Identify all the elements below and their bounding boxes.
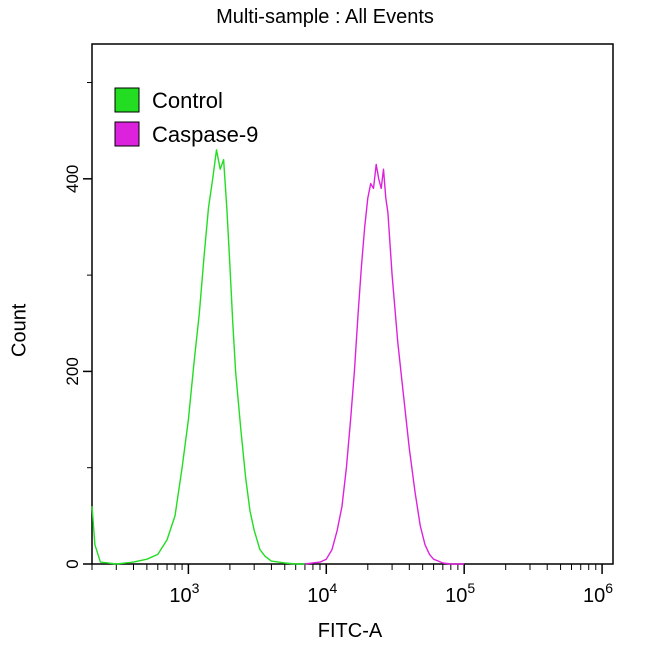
x-tick-label-1: 104 (307, 580, 337, 607)
x-tick-label-0: 103 (169, 580, 199, 607)
series-line-caspase-9 (304, 163, 465, 565)
legend-swatch-control (114, 87, 140, 113)
legend-swatch-caspase-9 (114, 121, 140, 147)
legend-label-control: Control (152, 88, 223, 113)
x-axis-label: FITC-A (317, 620, 383, 642)
plot-frame (91, 43, 614, 565)
legend-label-caspase-9: Caspase-9 (152, 122, 258, 147)
chart-title: Multi-sample : All Events (216, 6, 434, 28)
x-tick-label-3: 106 (583, 580, 613, 607)
y-tick-label-2: 400 (63, 165, 82, 193)
series-line-control (91, 149, 305, 565)
y-tick-label-1: 200 (63, 357, 82, 385)
x-tick-label-2: 105 (445, 580, 475, 607)
y-tick-label-0: 0 (63, 559, 82, 568)
